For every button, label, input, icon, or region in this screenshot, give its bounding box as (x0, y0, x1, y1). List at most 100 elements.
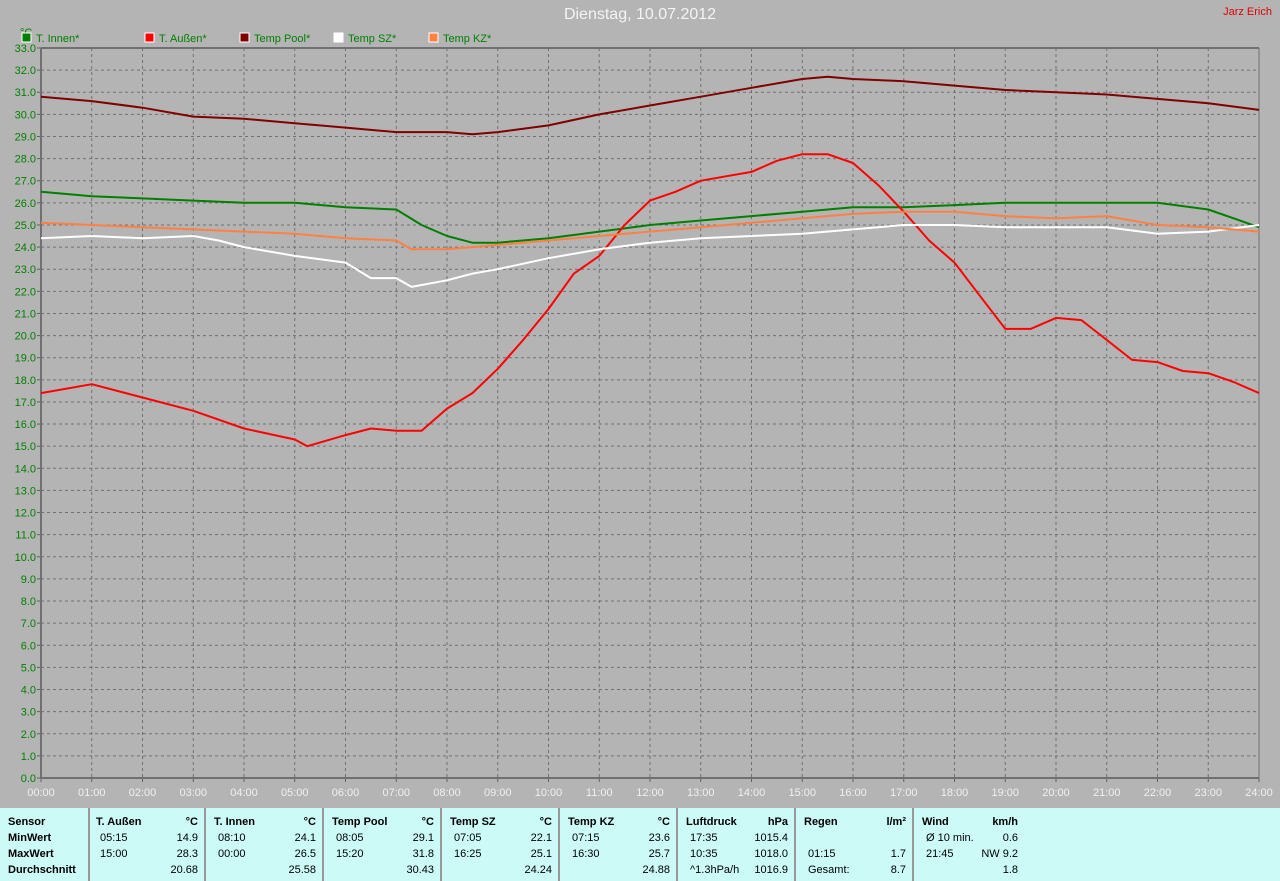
x-tick-label: 00:00 (27, 787, 55, 799)
temperature-chart: 0.0 1.0 2.0 3.0 4.0 5.0 6.0 7.0 8.0 9.0 10.0 11.0 12… (15, 27, 1273, 799)
y-tick-label: 32.0 (15, 65, 36, 77)
max-time: 01:15 (808, 848, 836, 860)
avg-value: 1016.9 (754, 864, 788, 876)
max-value: NW 9.2 (981, 848, 1018, 860)
y-tick-label: 29.0 (15, 131, 36, 143)
header-value: °C (303, 816, 316, 828)
header-value: km/h (992, 816, 1018, 828)
x-tick-label: 21:00 (1093, 787, 1121, 799)
header-value: °C (185, 816, 198, 828)
y-tick-label: 4.0 (21, 685, 36, 697)
x-tick-label: 11:00 (586, 787, 613, 799)
x-tick-label: 03:00 (179, 787, 207, 799)
min-time: 08:05 (336, 832, 364, 844)
avg-time: ^1.3hPa/h (690, 864, 740, 876)
max-time: 15:00 (100, 848, 128, 860)
y-tick-label: 21.0 (15, 308, 36, 320)
maxwert-label: MaxWert (8, 848, 54, 860)
x-tick-label: 12:00 (636, 787, 664, 799)
max-time: 16:30 (572, 848, 600, 860)
y-tick-label: 10.0 (15, 552, 36, 564)
y-tick-label: 25.0 (15, 220, 36, 232)
min-time: 07:15 (572, 832, 600, 844)
x-tick-label: 16:00 (839, 787, 867, 799)
x-tick-label: 02:00 (129, 787, 157, 799)
max-value: 31.8 (412, 848, 434, 860)
y-tick-label: 20.0 (15, 331, 36, 343)
avg-value: 25.58 (288, 864, 316, 876)
y-tick-label: 28.0 (15, 154, 36, 166)
min-time: 08:10 (218, 832, 246, 844)
max-time: 00:00 (218, 848, 246, 860)
chart-title: Dienstag, 10.07.2012 (563, 6, 717, 23)
y-tick-label: 0.0 (21, 773, 36, 785)
x-tick-label: 13:00 (687, 787, 715, 799)
min-value: 0.6 (1002, 832, 1018, 844)
x-tick-label: 06:00 (332, 787, 360, 799)
y-tick-label: 3.0 (21, 707, 36, 719)
max-time: 21:45 (926, 848, 954, 860)
x-tick-label: 15:00 (788, 787, 816, 799)
min-time: 17:35 (690, 832, 718, 844)
max-value: 25.1 (530, 848, 552, 860)
avg-value: 30.43 (406, 864, 434, 876)
x-tick-label: 01:00 (78, 787, 106, 799)
header-time: T. Außen (96, 816, 142, 828)
x-tick-label: 07:00 (382, 787, 410, 799)
legend-swatch (21, 32, 32, 43)
stat-group-t-innen: T. Innen °C 08:10 24.1 00:00 26.5 25.58 (206, 808, 324, 881)
min-value: 24.1 (294, 832, 316, 844)
stat-group-t-au-en: T. Außen °C 05:15 14.9 15:00 28.3 20.68 (88, 808, 206, 881)
y-tick-label: 30.0 (15, 109, 36, 121)
min-value: 14.9 (176, 832, 198, 844)
x-tick-label: 04:00 (230, 787, 258, 799)
header-time: Temp SZ (450, 816, 496, 828)
x-tick-label: 19:00 (991, 787, 1019, 799)
x-tick-label: 14:00 (738, 787, 766, 799)
y-tick-label: 31.0 (15, 87, 36, 99)
x-tick-label: 22:00 (1144, 787, 1172, 799)
avg-value: 24.24 (524, 864, 552, 876)
min-time: 07:05 (454, 832, 482, 844)
y-tick-label: 15.0 (15, 441, 36, 453)
header-time: Wind (922, 816, 949, 828)
avg-time: Gesamt: (808, 864, 850, 876)
header-time: Luftdruck (686, 816, 737, 828)
legend-label: T. Außen* (159, 33, 207, 45)
legend-label: Temp Pool* (254, 33, 311, 45)
max-value: 1.7 (890, 848, 906, 860)
y-tick-label: 13.0 (15, 485, 36, 497)
y-tick-label: 19.0 (15, 353, 36, 365)
y-tick-label: 8.0 (21, 596, 36, 608)
header-value: l/m² (886, 816, 906, 828)
y-tick-label: 7.0 (21, 618, 36, 630)
durchschnitt-label: Durchschnitt (8, 864, 76, 876)
legend-swatch (239, 32, 250, 43)
avg-value: 8.7 (890, 864, 906, 876)
series-line-temp-pool (40, 75, 1260, 136)
legend-swatch (144, 32, 155, 43)
min-time: Ø 10 min. (926, 832, 974, 844)
max-time: 15:20 (336, 848, 364, 860)
min-value: 1015.4 (754, 832, 788, 844)
max-value: 26.5 (294, 848, 316, 860)
avg-value: 24.88 (642, 864, 670, 876)
y-tick-label: 22.0 (15, 286, 36, 298)
header-time: Temp KZ (568, 816, 615, 828)
y-tick-label: 33.0 (15, 43, 36, 55)
legend-label: Temp KZ* (443, 33, 492, 45)
legend-swatch (428, 32, 439, 43)
statistics-table: Sensor MinWert MaxWert Durchschnitt T. A… (0, 808, 1280, 881)
avg-value: 20.68 (170, 864, 198, 876)
stat-group-temp-pool: Temp Pool °C 08:05 29.1 15:20 31.8 30.43 (324, 808, 442, 881)
header-time: T. Innen (214, 816, 255, 828)
x-tick-label: 20:00 (1042, 787, 1070, 799)
x-tick-label: 08:00 (433, 787, 461, 799)
y-tick-label: 14.0 (15, 463, 36, 475)
header-value: °C (539, 816, 552, 828)
min-value: 29.1 (412, 832, 434, 844)
y-tick-label: 24.0 (15, 242, 36, 254)
y-tick-label: 11.0 (15, 530, 36, 542)
stat-group-regen: Regen l/m² 01:15 1.7 Gesamt: 8.7 (796, 808, 914, 881)
max-time: 10:35 (690, 848, 718, 860)
